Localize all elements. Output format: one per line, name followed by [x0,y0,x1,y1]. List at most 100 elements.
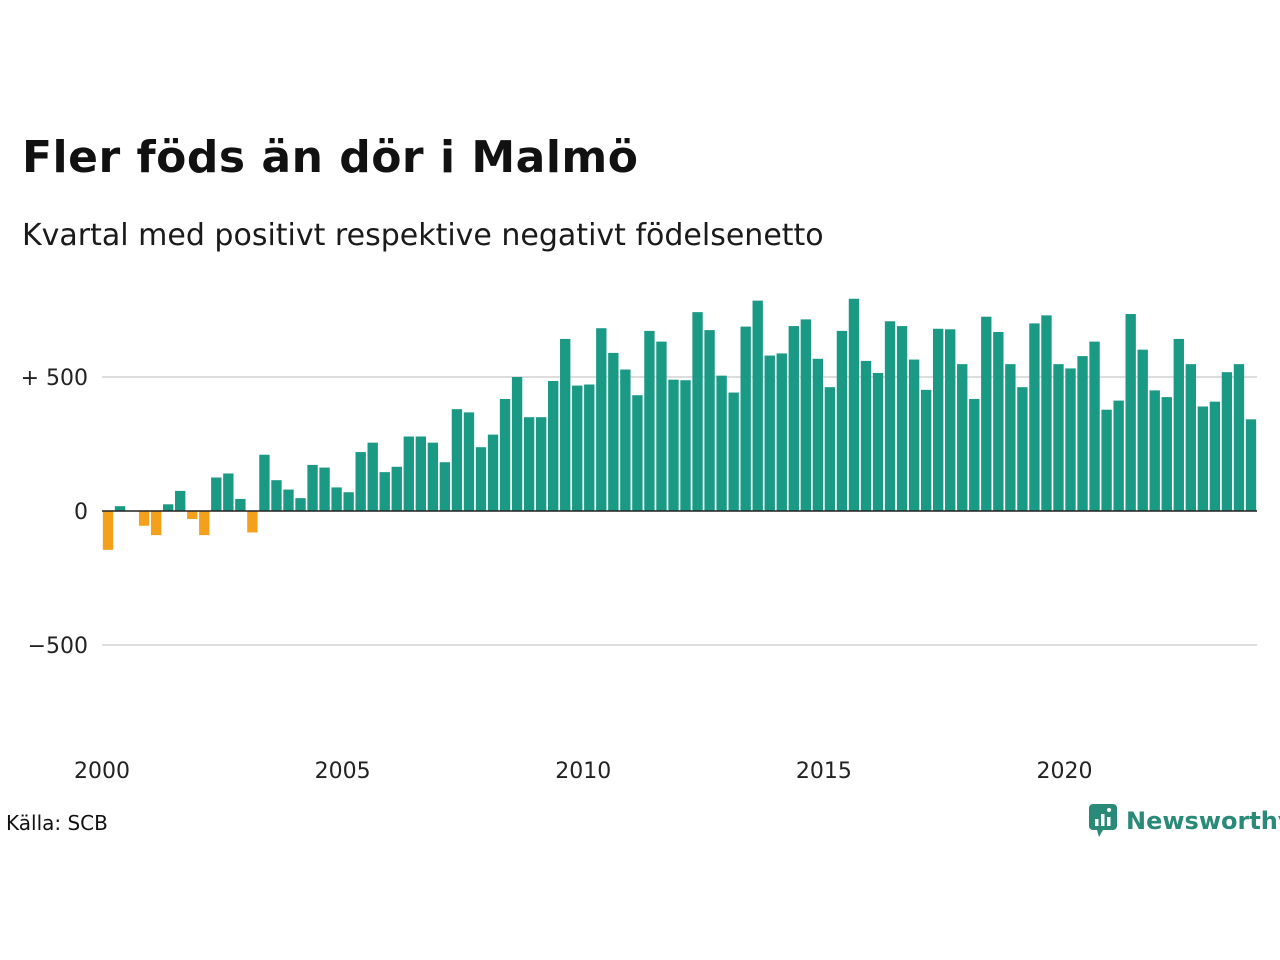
bar [584,384,595,511]
bar [788,326,799,511]
bar [728,392,739,511]
x-tick-label: 2020 [1037,759,1093,784]
bar [1149,390,1160,511]
bar [1101,409,1112,511]
bar [415,436,426,511]
bar [1245,419,1257,511]
bar [644,330,655,511]
x-tick-label: 2005 [315,759,371,784]
bar [391,466,402,511]
bar [620,369,631,511]
bar [752,300,763,511]
bars [102,298,1257,550]
bar [1089,341,1100,511]
bar [1221,372,1233,511]
bar [319,467,330,511]
bar [1137,349,1148,511]
bar [993,331,1004,511]
bar [439,462,451,511]
bar [704,330,715,511]
bar [560,338,571,511]
bar [535,417,547,511]
bar [1029,323,1040,511]
bar [1041,315,1052,511]
bar [981,316,992,511]
bar [511,377,523,511]
bar [572,385,583,511]
bar [548,381,559,511]
bar [138,511,150,526]
bar [668,379,679,511]
bar [908,359,920,511]
bar [1077,356,1088,511]
bar [1053,364,1064,511]
bar [307,464,318,511]
bar [776,353,787,511]
bar [451,409,463,511]
bar [1005,364,1016,511]
bar [1065,368,1076,511]
brand-logo[interactable]: Newsworthy [1088,803,1280,839]
bar [295,498,306,511]
bar [812,358,824,511]
bar [680,380,691,511]
bar [1209,401,1221,511]
bar [860,360,872,511]
bar [271,480,282,511]
bar [427,442,439,511]
y-tick-label: −500 [28,634,88,659]
bar [487,434,499,511]
bar [596,328,607,511]
bar [102,511,114,550]
bar [379,472,390,511]
bar [656,341,667,511]
bar [223,473,234,511]
bar [235,498,246,511]
bar [247,511,258,533]
bar [608,352,619,511]
source-note: Källa: SCB [6,811,108,835]
y-tick-label: + 500 [21,366,88,391]
bar [355,452,366,511]
bar [463,412,475,511]
gridlines [102,376,1257,646]
bar [692,312,703,511]
bar [872,372,884,511]
bar [1197,406,1209,511]
axes: + 500 0 −500 2000 2005 2010 2015 2020 [21,366,1257,784]
bar [331,487,342,511]
bar [896,326,908,511]
bar [933,328,944,511]
bar [1173,338,1184,511]
brand-name: Newsworthy [1126,807,1280,835]
chart-title: Fler föds än dör i Malmö [22,132,639,183]
bar [884,321,896,511]
bar [199,511,210,536]
bar [163,504,174,511]
x-tick-label: 2010 [555,759,611,784]
chart-subtitle: Kvartal med positivt respektive negativt… [22,218,824,253]
bar [175,490,186,511]
bar [367,442,378,511]
bar [187,511,198,520]
bar [475,447,487,511]
bar [211,477,222,511]
newsworthy-logo-icon [1089,804,1117,837]
bar [283,489,294,511]
bar [824,387,836,511]
bar [1017,387,1028,511]
y-tick-label: 0 [74,500,88,525]
bar [848,298,860,511]
bar [1161,397,1172,511]
bar [499,398,511,511]
bar [1113,400,1124,511]
bar [523,417,535,511]
x-tick-label: 2000 [74,759,130,784]
bar [1125,314,1136,511]
bar [632,395,643,511]
bar [920,389,932,511]
bar [150,511,162,536]
bar [945,329,956,511]
bar [1233,364,1245,511]
